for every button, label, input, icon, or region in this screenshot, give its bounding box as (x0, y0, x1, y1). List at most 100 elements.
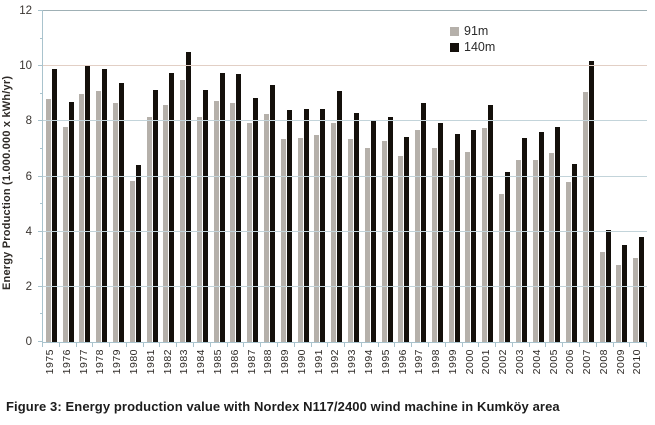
bar-91m-1978 (96, 91, 102, 342)
bar-91m-1991 (314, 135, 320, 342)
bar-140m-2010 (639, 237, 645, 342)
bar-91m-2003 (515, 159, 521, 342)
x-label-slot-2009: 2009 (613, 349, 630, 393)
legend-label-91m: 91m (464, 24, 489, 38)
bar-group-1987 (244, 11, 261, 342)
x-tick (159, 343, 176, 347)
x-tick (394, 343, 411, 347)
x-tick (478, 343, 495, 347)
y-tick-label-4: 4 (25, 225, 32, 238)
x-tick-label-1994: 1994 (362, 349, 375, 375)
legend: 91m 140m (450, 25, 495, 54)
x-tick (42, 343, 59, 347)
bar-140m-1999 (454, 133, 460, 342)
bar-91m-2008 (599, 252, 605, 342)
x-tick (310, 343, 328, 347)
x-tick (629, 343, 646, 347)
bar-group-1979 (110, 11, 127, 342)
bar-91m-1984 (196, 117, 202, 342)
x-tick-label-2006: 2006 (564, 349, 577, 375)
x-tick-label-1995: 1995 (379, 349, 392, 375)
x-tick (142, 343, 160, 347)
bar-group-1996 (395, 11, 412, 342)
bar-140m-1975 (51, 68, 57, 342)
bar-140m-2004 (538, 132, 544, 342)
y-tick-label-2: 2 (25, 280, 32, 293)
x-tick-label-1996: 1996 (396, 349, 409, 375)
bar-91m-1986 (230, 103, 236, 342)
bar-91m-1995 (381, 140, 387, 342)
x-tick (595, 343, 613, 347)
x-tick (579, 343, 596, 347)
bar-group-1991 (312, 11, 329, 342)
x-tick (193, 343, 210, 347)
x-tick-label-1998: 1998 (430, 349, 443, 375)
x-tick-label-1992: 1992 (329, 349, 342, 375)
x-label-slot-1982: 1982 (159, 349, 176, 393)
x-label-slot-1988: 1988 (260, 349, 277, 393)
bar-group-2004 (530, 11, 547, 342)
x-tick-label-1986: 1986 (228, 349, 241, 375)
x-tick-label-1977: 1977 (77, 349, 90, 375)
x-label-slot-1984: 1984 (193, 349, 210, 393)
x-label-slot-2002: 2002 (495, 349, 512, 393)
x-tick (176, 343, 193, 347)
legend-entry-140m: 140m (450, 41, 495, 54)
bar-140m-2007 (588, 60, 594, 342)
y-tick-label-12: 12 (19, 5, 32, 17)
bar-140m-1977 (85, 66, 91, 342)
bar-group-2006 (563, 11, 580, 342)
bar-140m-1978 (102, 68, 108, 342)
legend-swatch-91m-icon (450, 27, 459, 36)
x-tick-label-1990: 1990 (295, 349, 308, 375)
x-label-slot-1989: 1989 (277, 349, 294, 393)
x-tick (444, 343, 462, 347)
bar-group-2008 (597, 11, 614, 342)
x-label-slot-1990: 1990 (294, 349, 311, 393)
x-tick-label-2010: 2010 (631, 349, 644, 375)
bar-group-1993 (345, 11, 362, 342)
bar-140m-1997 (421, 103, 427, 342)
x-label-slot-2000: 2000 (462, 349, 479, 393)
bar-91m-1988 (264, 114, 270, 342)
bar-91m-1996 (398, 155, 404, 342)
gridline-4 (43, 230, 647, 232)
x-tick (92, 343, 109, 347)
bar-91m-1998 (431, 147, 437, 342)
bar-group-1976 (60, 11, 77, 342)
bar-group-1984 (194, 11, 211, 342)
bar-140m-1987 (253, 97, 259, 342)
bar-91m-1989 (280, 139, 286, 342)
bar-140m-1990 (303, 108, 309, 342)
x-label-slot-1976: 1976 (59, 349, 76, 393)
x-label-slot-1985: 1985 (210, 349, 227, 393)
bar-140m-1993 (353, 113, 359, 342)
bar-91m-2009 (616, 264, 622, 342)
x-label-slot-1998: 1998 (428, 349, 445, 393)
x-tick-label-1984: 1984 (195, 349, 208, 375)
x-tick (226, 343, 244, 347)
bar-140m-1981 (152, 89, 158, 342)
x-tick-label-2009: 2009 (614, 349, 627, 375)
x-label-slot-2003: 2003 (512, 349, 529, 393)
bar-91m-1983 (180, 79, 186, 342)
x-label-slot-1987: 1987 (243, 349, 260, 393)
bar-140m-2009 (622, 245, 628, 342)
x-tick (411, 343, 428, 347)
y-tick-label-8: 8 (25, 115, 32, 128)
bar-group-2009 (614, 11, 631, 342)
x-tick-label-1985: 1985 (211, 349, 224, 375)
bar-series-container (43, 11, 647, 342)
x-tick-label-1978: 1978 (94, 349, 107, 375)
x-label-slot-1993: 1993 (344, 349, 361, 393)
bar-91m-1981 (146, 117, 152, 342)
bar-group-2010 (630, 11, 647, 342)
gridline-8 (43, 120, 647, 122)
bar-140m-1979 (119, 82, 125, 342)
x-label-slot-2001: 2001 (478, 349, 495, 393)
y-minor-tick (40, 313, 43, 315)
gridline-12 (43, 10, 647, 11)
plot-area: 91m 140m (38, 10, 647, 343)
bar-group-1980 (127, 11, 144, 342)
bar-91m-2001 (482, 128, 488, 342)
